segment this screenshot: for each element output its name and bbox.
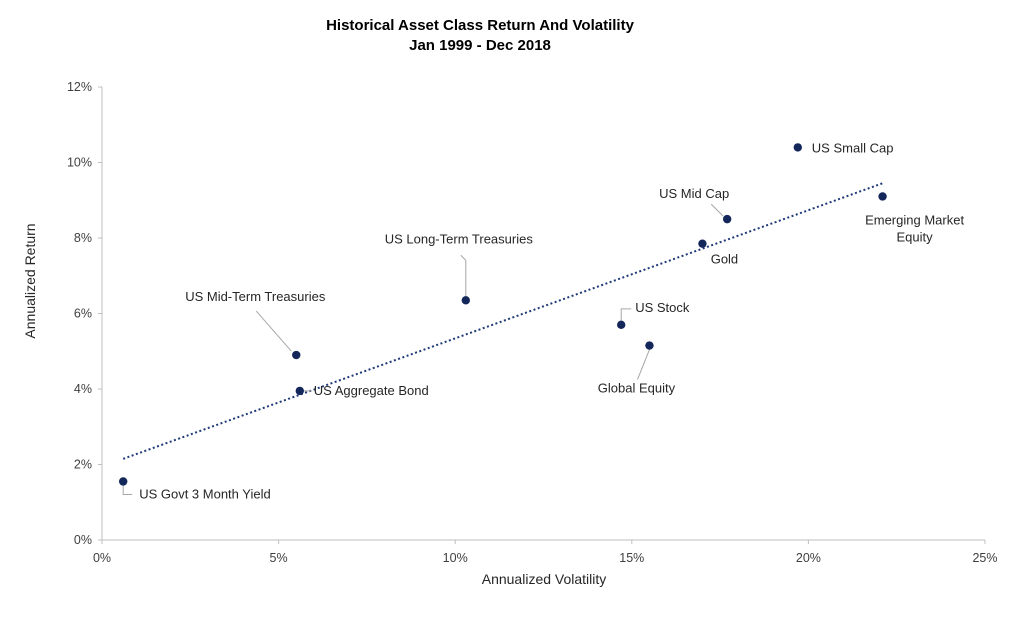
point-labels: US Govt 3 Month Yield US Mid-Term Treasur… xyxy=(139,140,964,501)
x-tick-label: 10% xyxy=(443,551,468,565)
point-label: US Mid-Term Treasuries xyxy=(185,289,326,304)
leader-line xyxy=(636,349,650,380)
leader-line xyxy=(620,308,632,321)
chart-subtitle: Jan 1999 - Dec 2018 xyxy=(409,37,551,54)
leader-lines xyxy=(122,203,724,495)
point-label: US Long-Term Treasuries xyxy=(385,231,534,246)
x-tick-label: 5% xyxy=(270,551,288,565)
leader-line xyxy=(460,254,467,297)
trendline-layer xyxy=(122,182,883,460)
point-label: US Stock xyxy=(635,300,690,315)
x-tick-label: 15% xyxy=(619,551,644,565)
point-label: US Govt 3 Month Yield xyxy=(139,486,271,501)
x-tick-label: 0% xyxy=(93,551,111,565)
point-label: Emerging Market Equity xyxy=(865,212,964,244)
y-tick-label: 6% xyxy=(74,307,92,321)
y-axis-title: Annualized Return xyxy=(22,223,38,338)
data-point xyxy=(295,386,304,396)
chart-title: Historical Asset Class Return And Volati… xyxy=(326,17,635,34)
data-point xyxy=(722,214,732,224)
data-point xyxy=(461,296,470,305)
y-tick-label: 8% xyxy=(74,231,92,245)
y-tick-label: 0% xyxy=(74,533,92,547)
x-tick-label: 25% xyxy=(972,551,997,565)
point-label: US Mid Cap xyxy=(659,186,729,201)
data-point xyxy=(118,477,128,486)
point-label: US Small Cap xyxy=(812,140,894,155)
y-tick-label: 10% xyxy=(67,156,92,170)
leader-line xyxy=(710,203,724,217)
leader-line xyxy=(255,310,292,352)
y-tick-label: 4% xyxy=(74,382,92,396)
data-point xyxy=(698,239,707,248)
data-point xyxy=(878,192,887,201)
point-label: Global Equity xyxy=(598,381,676,396)
x-axis-title: Annualized Volatility xyxy=(482,571,607,587)
y-tick-label: 12% xyxy=(67,80,92,94)
data-point xyxy=(645,341,654,350)
leader-line xyxy=(122,485,133,495)
data-point xyxy=(617,320,626,330)
axes: 0% 2% 4% 6% 8% 10% 12% 0% 5% 10% 15% 20% 25% xyxy=(67,80,998,565)
point-label: US Aggregate Bond xyxy=(314,383,429,398)
x-tick-label: 20% xyxy=(796,551,821,565)
data-point xyxy=(793,143,803,152)
point-label: Gold xyxy=(711,252,738,267)
y-tick-label: 2% xyxy=(74,458,92,472)
data-point xyxy=(292,350,301,360)
data-points xyxy=(118,143,887,486)
trendline xyxy=(122,182,883,460)
